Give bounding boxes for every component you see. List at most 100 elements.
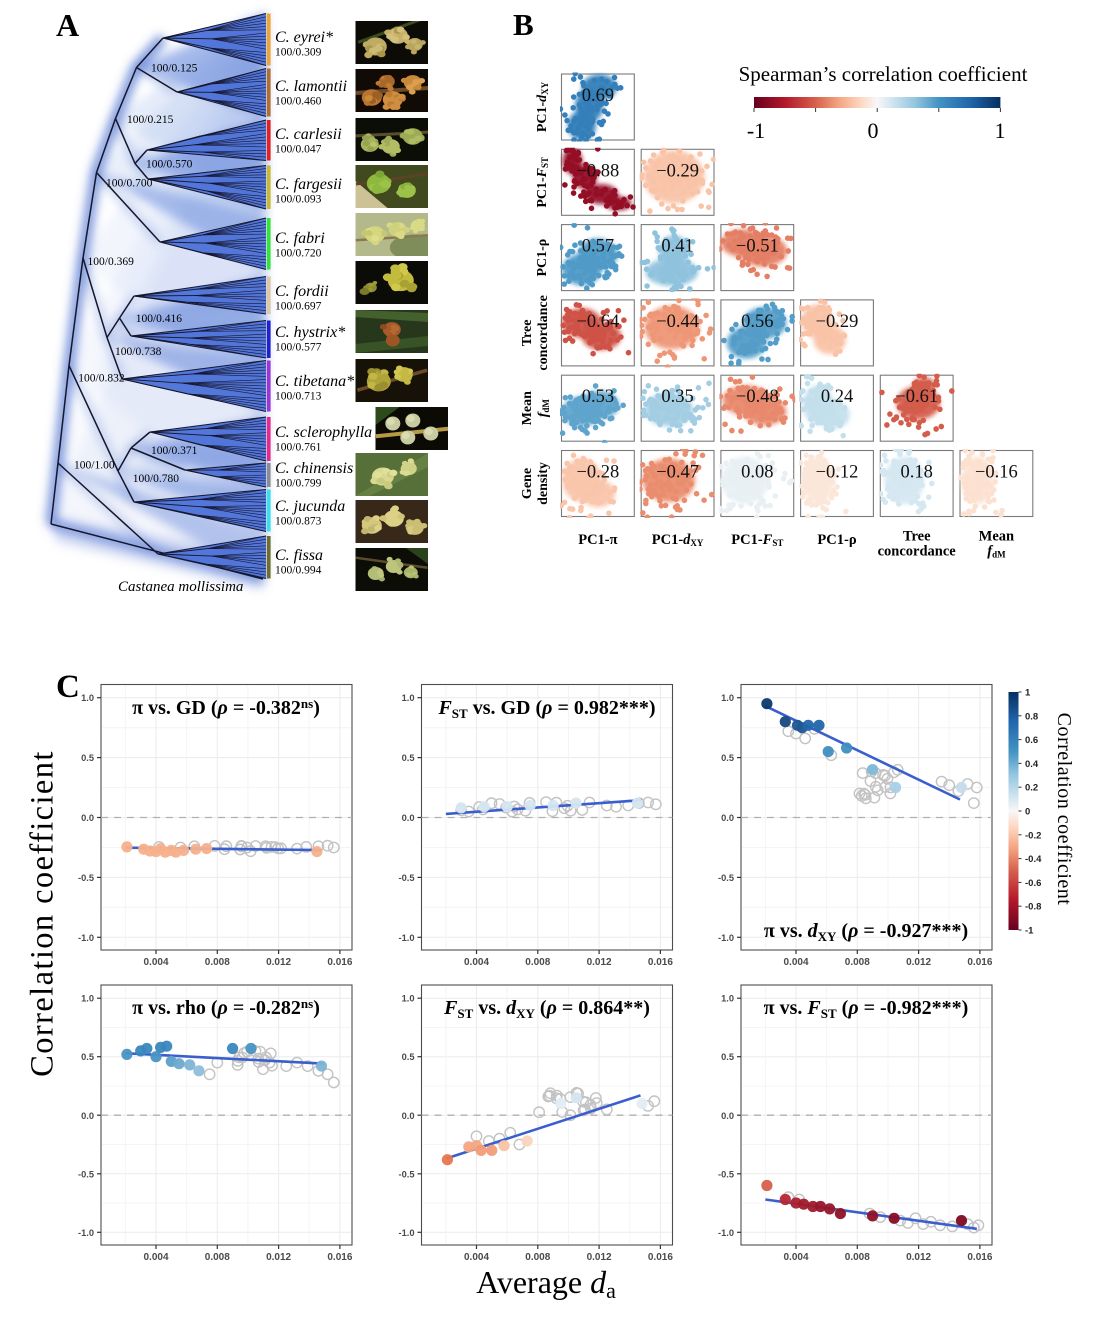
svg-text:0.5: 0.5 <box>402 1052 415 1062</box>
svg-text:FST vs. dXY (ρ = 0.864**): FST vs. dXY (ρ = 0.864**) <box>443 997 650 1021</box>
svg-text:−0.88: −0.88 <box>576 161 619 181</box>
svg-text:-1.0: -1.0 <box>78 933 94 943</box>
svg-text:−0.64: −0.64 <box>576 312 619 332</box>
svg-text:100/0.369: 100/0.369 <box>88 256 135 268</box>
svg-text:100/0.570: 100/0.570 <box>146 159 193 171</box>
svg-text:0.5: 0.5 <box>402 753 415 763</box>
svg-text:1.0: 1.0 <box>81 693 94 703</box>
svg-text:0.004: 0.004 <box>143 957 168 968</box>
svg-text:C. fargesii: C. fargesii <box>275 176 342 193</box>
svg-text:Correlation coefficient: Correlation coefficient <box>25 750 61 1077</box>
svg-text:−0.47: −0.47 <box>656 463 699 483</box>
svg-text:0.5: 0.5 <box>81 753 94 763</box>
svg-text:-0.2: -0.2 <box>1025 830 1041 841</box>
svg-text:0.008: 0.008 <box>525 1252 550 1263</box>
svg-text:100/0.125: 100/0.125 <box>151 63 198 75</box>
svg-text:PC1-π: PC1-π <box>578 532 617 548</box>
svg-text:1.0: 1.0 <box>402 693 415 703</box>
svg-text:0.5: 0.5 <box>721 1052 734 1062</box>
svg-text:0: 0 <box>868 118 879 143</box>
svg-text:FST vs. GD (ρ = 0.982***): FST vs. GD (ρ = 0.982***) <box>437 697 655 721</box>
svg-text:-0.5: -0.5 <box>78 1169 94 1179</box>
svg-text:100/0.832: 100/0.832 <box>78 373 125 385</box>
svg-text:C. jucunda: C. jucunda <box>275 498 345 515</box>
svg-text:concordance: concordance <box>878 544 957 560</box>
svg-text:-1.0: -1.0 <box>398 933 414 943</box>
svg-text:1.0: 1.0 <box>402 994 415 1004</box>
svg-text:1: 1 <box>995 118 1006 143</box>
svg-text:0.56: 0.56 <box>741 312 773 332</box>
svg-text:-0.8: -0.8 <box>1025 902 1041 913</box>
svg-text:100/0.761: 100/0.761 <box>275 442 322 454</box>
svg-text:0.53: 0.53 <box>582 387 614 407</box>
svg-text:Tree: Tree <box>520 320 535 347</box>
svg-text:1.0: 1.0 <box>721 693 734 703</box>
svg-text:0.5: 0.5 <box>721 753 734 763</box>
svg-text:Mean: Mean <box>520 391 535 425</box>
svg-text:0.012: 0.012 <box>587 957 612 968</box>
svg-text:1.0: 1.0 <box>81 994 94 1004</box>
svg-text:100/0.309: 100/0.309 <box>275 47 322 59</box>
svg-text:0.012: 0.012 <box>906 1252 931 1263</box>
svg-text:0.0: 0.0 <box>81 813 94 823</box>
svg-text:-0.5: -0.5 <box>78 873 94 883</box>
svg-text:0.016: 0.016 <box>967 957 992 968</box>
svg-text:C. sclerophylla: C. sclerophylla <box>275 424 372 441</box>
svg-text:0.012: 0.012 <box>906 957 931 968</box>
svg-text:1: 1 <box>1025 688 1031 699</box>
svg-text:-1.0: -1.0 <box>718 1228 734 1238</box>
svg-text:−0.16: −0.16 <box>975 463 1018 483</box>
svg-text:0.0: 0.0 <box>402 1111 415 1121</box>
svg-text:C. eyrei*: C. eyrei* <box>275 29 333 46</box>
svg-text:-1.0: -1.0 <box>718 933 734 943</box>
svg-text:concordance: concordance <box>536 295 551 370</box>
svg-text:100/0.371: 100/0.371 <box>151 445 198 457</box>
svg-text:−0.28: −0.28 <box>576 463 619 483</box>
svg-text:C. lamontii: C. lamontii <box>275 78 347 95</box>
svg-text:100/0.577: 100/0.577 <box>275 342 322 354</box>
svg-text:-0.6: -0.6 <box>1025 878 1041 889</box>
svg-text:-0.5: -0.5 <box>718 873 734 883</box>
svg-text:0.004: 0.004 <box>464 957 489 968</box>
svg-text:0.012: 0.012 <box>266 1252 291 1263</box>
svg-text:100/0.799: 100/0.799 <box>275 478 322 490</box>
svg-text:0.69: 0.69 <box>582 86 614 106</box>
svg-text:-0.5: -0.5 <box>718 1169 734 1179</box>
svg-text:100/0.460: 100/0.460 <box>275 96 322 108</box>
svg-text:-0.4: -0.4 <box>1025 854 1042 865</box>
svg-text:A: A <box>56 7 79 43</box>
svg-text:100/0.780: 100/0.780 <box>133 473 180 485</box>
svg-text:Mean: Mean <box>979 529 1014 545</box>
svg-text:C. fordii: C. fordii <box>275 283 329 300</box>
svg-text:-0.5: -0.5 <box>398 1169 414 1179</box>
svg-text:PC1-FST: PC1-FST <box>731 532 783 548</box>
svg-text:0.24: 0.24 <box>821 387 853 407</box>
svg-text:0.8: 0.8 <box>1025 711 1038 722</box>
svg-text:0.004: 0.004 <box>783 1252 808 1263</box>
svg-text:0.004: 0.004 <box>143 1252 168 1263</box>
svg-text:0.6: 0.6 <box>1025 735 1038 746</box>
svg-text:-1.0: -1.0 <box>78 1228 94 1238</box>
svg-text:Correlation coefficient: Correlation coefficient <box>1053 713 1075 906</box>
svg-text:100/0.713: 100/0.713 <box>275 391 322 403</box>
svg-text:−0.48: −0.48 <box>736 387 779 407</box>
svg-text:0.4: 0.4 <box>1025 759 1039 770</box>
svg-text:0.08: 0.08 <box>741 463 773 483</box>
svg-text:0.5: 0.5 <box>81 1052 94 1062</box>
svg-text:0.2: 0.2 <box>1025 783 1038 794</box>
svg-text:density: density <box>536 462 551 505</box>
svg-text:−0.44: −0.44 <box>656 312 699 332</box>
svg-text:PC1-ρ: PC1-ρ <box>817 532 856 548</box>
svg-text:PC1-dXY: PC1-dXY <box>535 81 550 132</box>
svg-text:Gene: Gene <box>520 468 535 499</box>
svg-text:C. chinensis: C. chinensis <box>275 460 353 477</box>
svg-text:0.57: 0.57 <box>582 237 614 257</box>
svg-text:1.0: 1.0 <box>721 994 734 1004</box>
svg-text:π vs. FST (ρ = -0.982***): π vs. FST (ρ = -0.982***) <box>764 997 969 1021</box>
svg-text:PC1-dXY: PC1-dXY <box>652 532 704 548</box>
svg-text:0.008: 0.008 <box>845 957 870 968</box>
svg-text:0.0: 0.0 <box>721 1111 734 1121</box>
svg-text:100/0.697: 100/0.697 <box>275 301 322 313</box>
svg-text:100/1.00: 100/1.00 <box>74 460 115 472</box>
svg-text:PC1-ρ: PC1-ρ <box>535 239 550 277</box>
